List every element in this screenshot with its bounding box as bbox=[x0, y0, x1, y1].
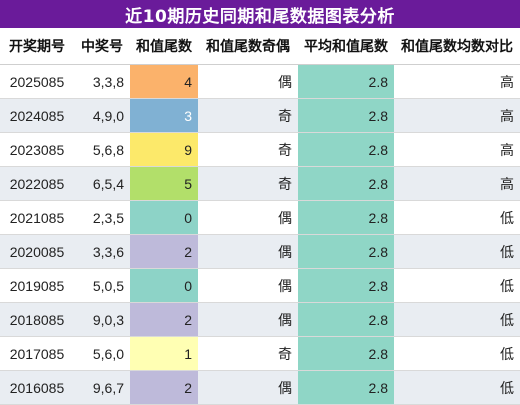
period-cell: 2021085 bbox=[0, 200, 74, 235]
sum-tail-cell: 3 bbox=[130, 98, 198, 133]
table-row: 2019085 5,0,5 0 偶 2.8 低 bbox=[0, 268, 520, 303]
header-sum-tail-parity: 和值尾数奇偶 bbox=[198, 28, 298, 65]
sum-tail-cell: 2 bbox=[130, 302, 198, 337]
sum-tail-cell: 0 bbox=[130, 200, 198, 235]
parity-cell: 偶 bbox=[198, 302, 298, 337]
comparison-cell: 低 bbox=[394, 370, 520, 405]
header-average-sum-tail: 平均和值尾数 bbox=[298, 28, 394, 65]
comparison-cell: 低 bbox=[394, 336, 520, 371]
period-cell: 2017085 bbox=[0, 336, 74, 371]
average-cell: 2.8 bbox=[298, 370, 394, 405]
winning-numbers-cell: 2,3,5 bbox=[74, 200, 130, 235]
winning-numbers-cell: 9,6,7 bbox=[74, 370, 130, 405]
winning-numbers-cell: 6,5,4 bbox=[74, 166, 130, 201]
period-cell: 2024085 bbox=[0, 98, 74, 133]
period-cell: 2019085 bbox=[0, 268, 74, 303]
table-row: 2023085 5,6,8 9 奇 2.8 高 bbox=[0, 132, 520, 167]
sum-tail-cell: 4 bbox=[130, 64, 198, 99]
average-cell: 2.8 bbox=[298, 234, 394, 269]
table-row: 2024085 4,9,0 3 奇 2.8 高 bbox=[0, 98, 520, 133]
header-winning-numbers: 中奖号 bbox=[74, 28, 130, 65]
header-sum-tail: 和值尾数 bbox=[130, 28, 198, 65]
average-cell: 2.8 bbox=[298, 336, 394, 371]
table-row: 2017085 5,6,0 1 奇 2.8 低 bbox=[0, 336, 520, 371]
period-cell: 2020085 bbox=[0, 234, 74, 269]
winning-numbers-cell: 5,0,5 bbox=[74, 268, 130, 303]
table-row: 2020085 3,3,6 2 偶 2.8 低 bbox=[0, 234, 520, 269]
comparison-cell: 低 bbox=[394, 268, 520, 303]
winning-numbers-cell: 5,6,0 bbox=[74, 336, 130, 371]
period-cell: 2025085 bbox=[0, 64, 74, 99]
average-cell: 2.8 bbox=[298, 302, 394, 337]
comparison-cell: 低 bbox=[394, 302, 520, 337]
parity-cell: 偶 bbox=[198, 234, 298, 269]
period-cell: 2022085 bbox=[0, 166, 74, 201]
winning-numbers-cell: 4,9,0 bbox=[74, 98, 130, 133]
header-sum-tail-comparison: 和值尾数均数对比 bbox=[394, 28, 520, 65]
parity-cell: 奇 bbox=[198, 132, 298, 167]
period-cell: 2016085 bbox=[0, 370, 74, 405]
table-row: 2018085 9,0,3 2 偶 2.8 低 bbox=[0, 302, 520, 337]
header-row: 开奖期号 中奖号 和值尾数 和值尾数奇偶 平均和值尾数 和值尾数均数对比 bbox=[0, 28, 520, 65]
winning-numbers-cell: 9,0,3 bbox=[74, 302, 130, 337]
average-cell: 2.8 bbox=[298, 64, 394, 99]
parity-cell: 奇 bbox=[198, 166, 298, 201]
average-cell: 2.8 bbox=[298, 98, 394, 133]
winning-numbers-cell: 5,6,8 bbox=[74, 132, 130, 167]
parity-cell: 偶 bbox=[198, 64, 298, 99]
sum-tail-cell: 5 bbox=[130, 166, 198, 201]
winning-numbers-cell: 3,3,6 bbox=[74, 234, 130, 269]
parity-cell: 奇 bbox=[198, 98, 298, 133]
comparison-cell: 高 bbox=[394, 132, 520, 167]
sum-tail-cell: 2 bbox=[130, 234, 198, 269]
sum-tail-cell: 9 bbox=[130, 132, 198, 167]
average-cell: 2.8 bbox=[298, 268, 394, 303]
sum-tail-cell: 0 bbox=[130, 268, 198, 303]
winning-numbers-cell: 3,3,8 bbox=[74, 64, 130, 99]
table-row: 2022085 6,5,4 5 奇 2.8 高 bbox=[0, 166, 520, 201]
average-cell: 2.8 bbox=[298, 200, 394, 235]
header-period: 开奖期号 bbox=[0, 28, 74, 65]
average-cell: 2.8 bbox=[298, 166, 394, 201]
sum-tail-cell: 1 bbox=[130, 336, 198, 371]
table-title: 近10期历史同期和尾数据图表分析 bbox=[0, 0, 520, 28]
parity-cell: 偶 bbox=[198, 370, 298, 405]
table-row: 2025085 3,3,8 4 偶 2.8 高 bbox=[0, 64, 520, 99]
period-cell: 2023085 bbox=[0, 132, 74, 167]
comparison-cell: 高 bbox=[394, 166, 520, 201]
parity-cell: 偶 bbox=[198, 200, 298, 235]
history-table: 开奖期号 中奖号 和值尾数 和值尾数奇偶 平均和值尾数 和值尾数均数对比 202… bbox=[0, 28, 520, 405]
comparison-cell: 低 bbox=[394, 200, 520, 235]
table-row: 2016085 9,6,7 2 偶 2.8 低 bbox=[0, 370, 520, 405]
parity-cell: 偶 bbox=[198, 268, 298, 303]
table-row: 2021085 2,3,5 0 偶 2.8 低 bbox=[0, 200, 520, 235]
comparison-cell: 低 bbox=[394, 234, 520, 269]
comparison-cell: 高 bbox=[394, 64, 520, 99]
comparison-cell: 高 bbox=[394, 98, 520, 133]
average-cell: 2.8 bbox=[298, 132, 394, 167]
parity-cell: 奇 bbox=[198, 336, 298, 371]
sum-tail-cell: 2 bbox=[130, 370, 198, 405]
period-cell: 2018085 bbox=[0, 302, 74, 337]
